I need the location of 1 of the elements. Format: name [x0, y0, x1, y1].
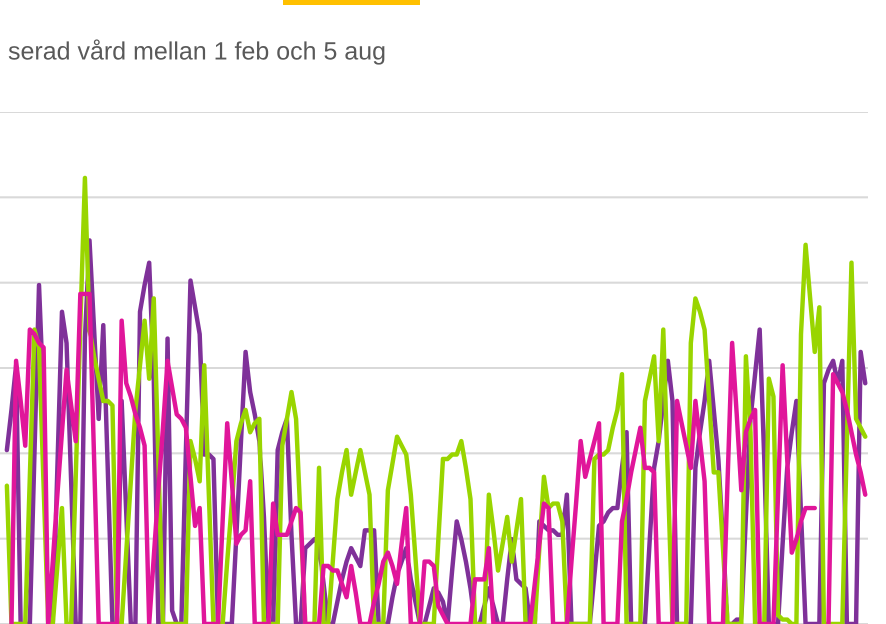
- chart-title: serad vård mellan 1 feb och 5 aug: [8, 39, 384, 65]
